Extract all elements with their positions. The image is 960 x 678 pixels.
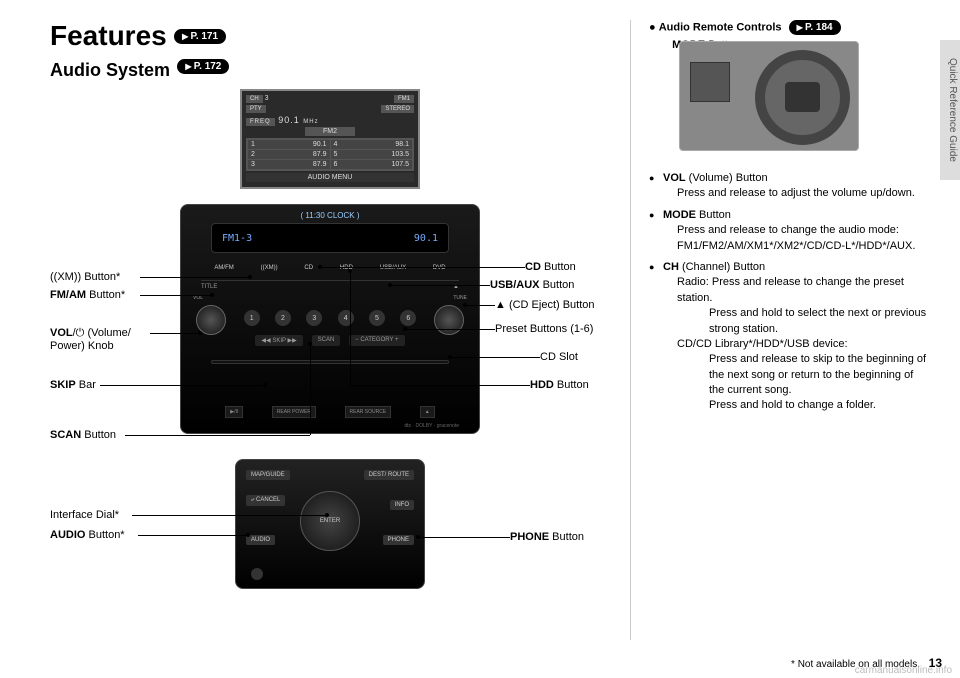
audio-system-figure: CH 3 FM1 PTY STEREO FREQ 90.1 MHz FM2 19… [50,89,630,619]
preset-row: 1 2 3 4 5 6 [236,310,424,326]
callout-hdd: HDD Button [530,379,589,391]
tune-knob [434,305,464,335]
screen-presets: 190.1 498.1 287.9 5103.5 387.9 6107.5 [246,138,414,171]
callout-audio: AUDIO Button* [50,529,125,541]
subtitle-page-ref: P. 172 [177,59,229,74]
ch-item: CH (Channel) Button Radio: Press and rel… [649,260,930,414]
callout-eject: ▲ (CD Eject) Button [495,299,595,311]
watermark: carmanualsonline.info [855,665,952,676]
callout-preset: Preset Buttons (1-6) [495,323,593,335]
small-knob [251,568,263,580]
callout-cd: CD Button [525,261,576,273]
callout-scan: SCAN Button [50,429,116,441]
freq-label: FREQ [246,118,275,126]
remote-controls-list: VOL (Volume) Button Press and release to… [649,171,930,414]
pty-badge: PTY [246,105,266,113]
title-label: TITLE [201,284,217,290]
page-title: Features [50,20,167,52]
callout-skip: SKIP Bar [50,379,96,391]
display-band: FM1-3 [222,233,252,244]
screen-tab: FM2 [305,127,355,136]
audio-menu-label: AUDIO MENU [246,173,414,182]
freq-value: 90.1 [278,115,300,125]
bottom-row: ▶/II REAR POWER REAR SOURCE ▲ [211,406,449,418]
steering-wheel-figure [679,41,859,151]
section-title: Audio System [50,60,170,81]
ch-value: 3 [265,95,269,102]
remote-heading: Audio Remote Controls [659,21,782,33]
callout-fmam: FM/AM Button* [50,289,125,301]
ch-label: CH [246,95,263,103]
map-button: MAP/GUIDE [246,470,290,480]
mode-row: AM/FM ((XM)) CD HDD USB/AUX DVD [201,263,459,273]
head-unit: FM1-3 90.1 ( 11:30 CLOCK ) AM/FM ((XM)) … [180,204,480,434]
dest-button: DEST/ ROUTE [364,470,414,480]
display-screen: CH 3 FM1 PTY STEREO FREQ 90.1 MHz FM2 19… [240,89,420,189]
mode-item: MODE Button Press and release to change … [649,208,930,254]
side-tab: Quick Reference Guide [940,40,960,180]
cancel-button: ⤶ CANCEL [246,495,285,506]
callout-usb: USB/AUX Button [490,279,574,291]
freq-unit: MHz [303,119,318,125]
left-column: Features P. 171 Audio System P. 172 CH 3… [50,20,630,640]
info-button: INFO [390,500,414,510]
callout-slot: CD Slot [540,351,578,363]
callout-phone: PHONE Button [510,531,584,543]
callout-iface: Interface Dial* [50,509,119,521]
display-freq: 90.1 [414,233,438,244]
nav-unit: MAP/GUIDE ⤶ CANCEL AUDIO DEST/ ROUTE INF… [235,459,425,589]
phone-button: PHONE [383,535,414,545]
title-page-ref: P. 171 [174,29,226,44]
remote-page-ref: P. 184 [789,20,841,35]
right-column: ● Audio Remote Controls P. 184 MODE Butt… [630,20,930,640]
vol-item: VOL (Volume) Button Press and release to… [649,171,930,202]
callout-vol: VOL/⏻ (Volume/Power) Knob [50,327,131,352]
stereo-badge: STEREO [381,105,414,113]
logos: dts · DOLBY · gracenote [404,423,459,429]
audio-button: AUDIO [246,535,275,545]
clock: ( 11:30 CLOCK ) [181,211,479,220]
skip-row: ◀◀ SKIP ▶▶ SCAN − CATEGORY + [251,335,409,346]
callout-xm: ((XM)) Button* [50,271,120,283]
cd-slot [211,360,449,364]
interface-dial: ENTER [300,491,360,551]
band-badge: FM1 [394,95,414,103]
